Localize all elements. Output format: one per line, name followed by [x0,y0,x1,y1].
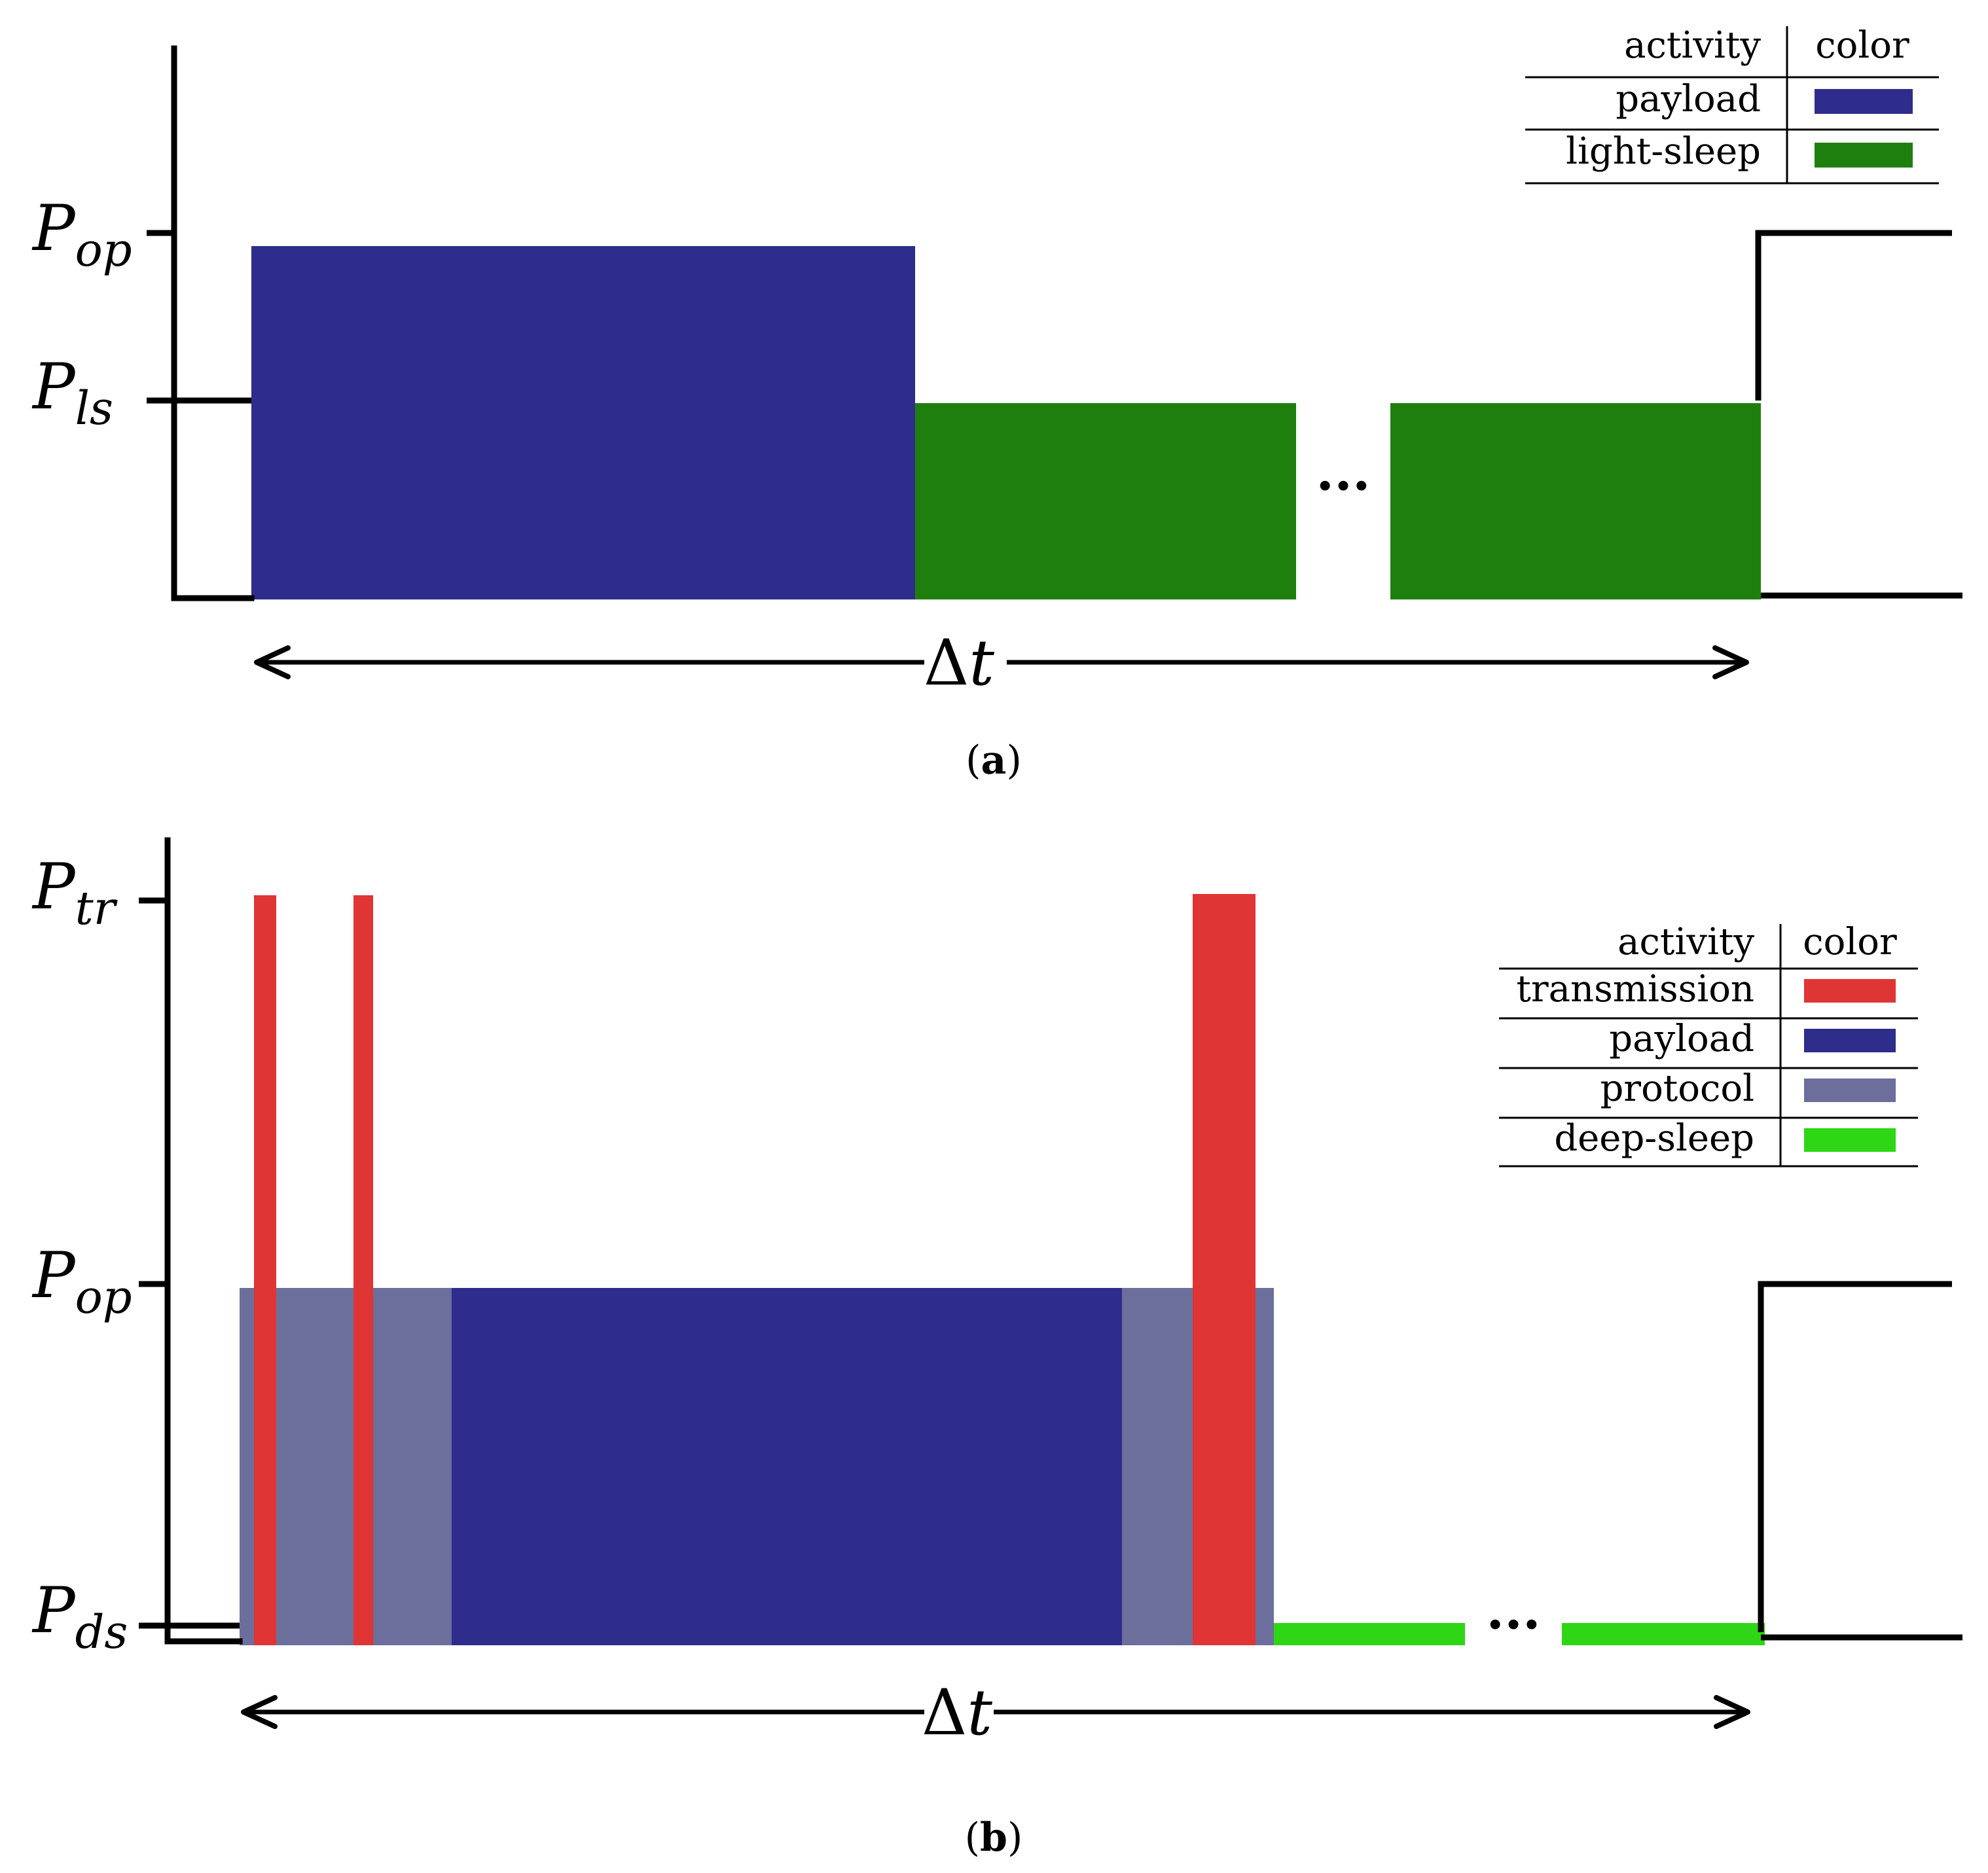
panel-b: Ptr Pop Pds ··· Δt activity color transm… [31,837,1962,1861]
panel-a: Pop Pls ··· Δt activity color payload li… [31,24,1962,783]
ylabel-pds-b: Pds [31,1574,128,1659]
legend-label-payload: payload [1609,1018,1754,1060]
bar-deep-sleep-2 [1562,1623,1765,1645]
interval-label-b: Δt [922,1676,992,1749]
caption-letter: a [981,738,1007,783]
caption-paren: ( [966,738,981,783]
ylabel-ptr-b: Ptr [31,850,118,935]
legend-b: activity color transmission payload prot… [1499,921,1918,1168]
ylabel-main: P [31,850,76,923]
ylabel-sub: ds [75,1605,128,1659]
bar-payload [452,1288,1122,1645]
legend-label-light-sleep: light-sleep [1566,130,1761,173]
bar-transmission-2 [353,895,373,1645]
legend-label-payload: payload [1616,78,1761,120]
caption-a: (a) [966,738,1022,783]
ylabel-pop-b: Pop [31,1239,132,1324]
bar-transmission-3 [1193,894,1256,1645]
ylabel-main: P [31,192,76,265]
ylabel-main: P [31,1574,76,1647]
legend-swatch-deep-sleep [1804,1128,1896,1152]
bar-payload [251,246,915,599]
caption-paren: ( [965,1815,980,1861]
caption-paren: ) [1007,1815,1022,1861]
ylabel-pls-a: Pls [31,350,113,435]
ylabel-main: P [31,350,76,423]
ylabel-sub: op [75,1270,132,1324]
bar-transmission-1 [254,895,276,1645]
arrowhead-right-b [1714,1695,1750,1729]
time-symbol: t [967,1676,992,1749]
caption-b: (b) [965,1815,1023,1861]
time-symbol: t [969,626,994,700]
legend-label-transmission: transmission [1516,968,1754,1010]
y-axis-a [171,45,255,601]
legend-swatch-light-sleep [1815,143,1913,168]
ylabel-pop-a: Pop [31,192,132,277]
legend-header-color: color [1803,921,1897,963]
ylabel-sub: ls [75,382,113,435]
interval-label-a: Δt [924,626,994,700]
legend-header-color: color [1815,24,1909,67]
caption-letter: b [980,1815,1007,1861]
delta-symbol: Δ [924,626,969,700]
next-cycle-step-a [1755,230,1952,401]
legend-header-activity: activity [1624,24,1761,67]
ylabel-sub: tr [75,882,118,935]
ellipsis-b: ··· [1486,1594,1541,1655]
legend-swatch-protocol [1804,1079,1896,1102]
legend-swatch-transmission [1804,979,1896,1003]
y-axis-b [164,837,243,1645]
arrowhead-left-a [254,645,291,679]
legend-swatch-payload [1815,89,1913,114]
bar-deep-sleep-1 [1274,1623,1465,1645]
legend-label-protocol: protocol [1600,1067,1754,1110]
delta-symbol: Δ [922,1676,967,1749]
arrowhead-right-a [1712,645,1749,679]
ylabel-sub: op [75,223,132,277]
next-cycle-step-b [1758,1281,1952,1632]
legend-swatch-payload [1804,1029,1896,1052]
caption-paren: ) [1006,738,1021,783]
legend-header-activity: activity [1618,921,1754,963]
ylabel-main: P [31,1239,76,1312]
ellipsis-a: ··· [1316,455,1371,516]
legend-label-deep-sleep: deep-sleep [1554,1117,1754,1160]
bar-light-sleep-2 [1390,403,1761,599]
bar-light-sleep-1 [915,403,1296,599]
arrowhead-left-b [241,1695,278,1729]
legend-a: activity color payload light-sleep [1525,24,1939,185]
